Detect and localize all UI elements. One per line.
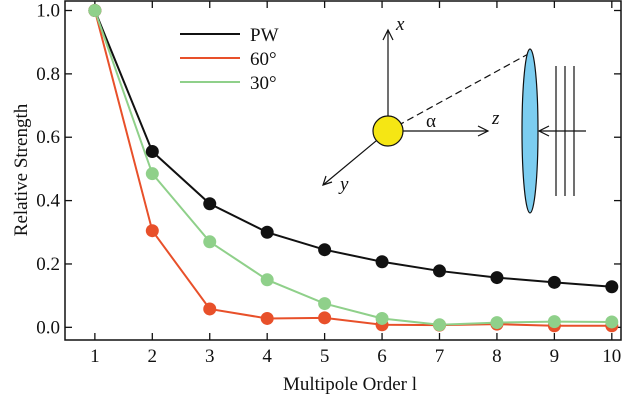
annotation: x bbox=[395, 14, 405, 35]
x-tick-label: 10 bbox=[602, 346, 621, 367]
data-point bbox=[88, 4, 102, 18]
y-tick-label: 0.8 bbox=[36, 64, 60, 85]
data-point bbox=[547, 315, 561, 329]
inset-diagram bbox=[322, 28, 586, 214]
data-point bbox=[432, 318, 446, 332]
data-point bbox=[318, 243, 332, 257]
x-tick-label: 7 bbox=[435, 346, 445, 367]
data-point bbox=[145, 167, 159, 181]
data-point bbox=[260, 225, 274, 239]
data-point bbox=[260, 273, 274, 287]
arrowhead bbox=[322, 175, 333, 186]
legend-label: PW bbox=[250, 25, 279, 46]
x-tick-label: 2 bbox=[148, 346, 158, 367]
data-point bbox=[605, 315, 619, 329]
x-tick-label: 5 bbox=[320, 346, 330, 367]
data-point bbox=[605, 280, 619, 294]
lens bbox=[521, 48, 539, 214]
annotation: y bbox=[338, 174, 349, 195]
data-point bbox=[490, 271, 504, 285]
arrowhead bbox=[477, 125, 490, 137]
arrowhead bbox=[537, 125, 550, 137]
data-point bbox=[260, 311, 274, 325]
data-point bbox=[203, 235, 217, 249]
dashed-line bbox=[387, 52, 531, 132]
y-tick-label: 0.6 bbox=[36, 127, 60, 148]
x-tick-label: 6 bbox=[377, 346, 387, 367]
data-point bbox=[318, 297, 332, 311]
x-tick-label: 3 bbox=[205, 346, 215, 367]
x-tick-label: 9 bbox=[550, 346, 560, 367]
y-tick-label: 0.4 bbox=[36, 191, 60, 212]
x-tick-label: 1 bbox=[90, 346, 100, 367]
series-line bbox=[93, 10, 612, 327]
data-point bbox=[375, 255, 389, 269]
data-point bbox=[145, 224, 159, 238]
annotation: α bbox=[426, 111, 436, 132]
data-point bbox=[203, 197, 217, 211]
data-point bbox=[432, 264, 446, 278]
y-tick-label: 0.0 bbox=[36, 317, 60, 338]
particle bbox=[372, 115, 404, 147]
data-point bbox=[145, 144, 159, 158]
data-point bbox=[318, 311, 332, 325]
legend-label: 30° bbox=[250, 73, 277, 94]
data-point bbox=[490, 316, 504, 330]
data-point bbox=[375, 311, 389, 325]
data-point bbox=[547, 275, 561, 289]
x-tick-label: 8 bbox=[492, 346, 502, 367]
x-tick-label: 4 bbox=[262, 346, 272, 367]
x-axis-label: Multipole Order l bbox=[283, 374, 417, 395]
arrowhead bbox=[382, 28, 394, 41]
series-line bbox=[93, 10, 612, 326]
legend-label: 60° bbox=[250, 49, 277, 70]
series-line bbox=[93, 10, 612, 288]
data-point bbox=[203, 302, 217, 316]
y-tick-label: 0.2 bbox=[36, 254, 60, 275]
y-tick-label: 1.0 bbox=[36, 1, 60, 22]
plot-frame bbox=[64, 0, 622, 341]
annotation: z bbox=[491, 108, 500, 129]
y-axis-label: Relative Strength bbox=[11, 103, 32, 236]
